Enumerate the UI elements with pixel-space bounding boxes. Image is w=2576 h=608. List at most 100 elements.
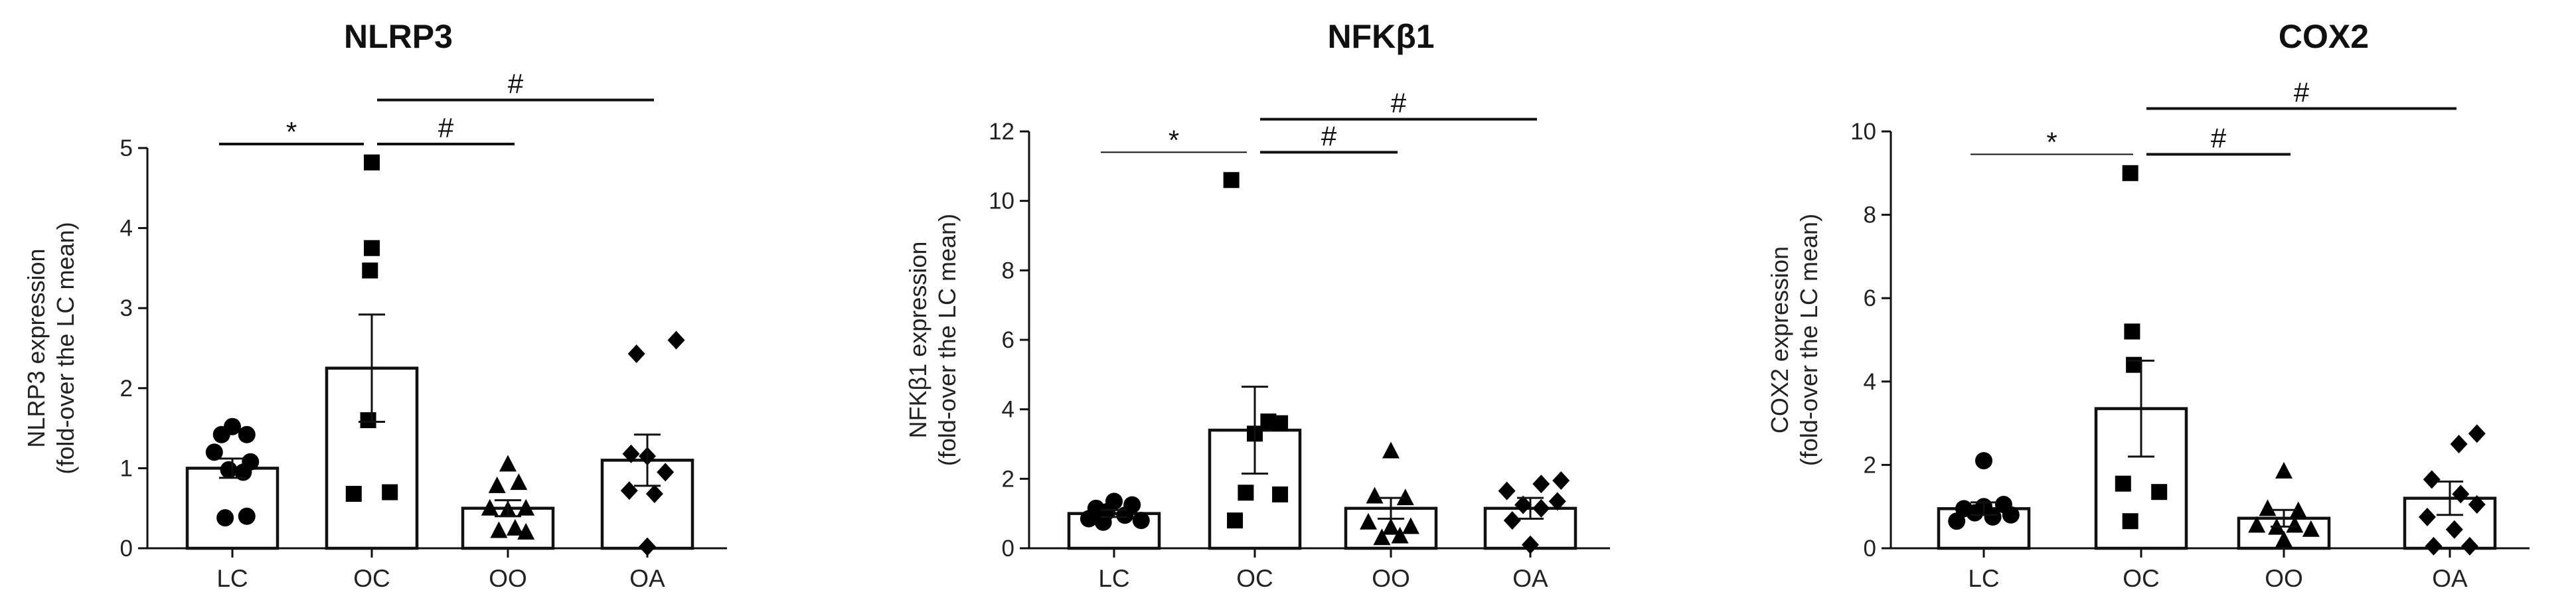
data-point-oc	[2124, 323, 2140, 340]
data-point-oa	[2425, 536, 2443, 556]
data-point-oo	[1391, 526, 1409, 544]
data-point-oc	[2122, 165, 2138, 181]
data-point-lc	[1975, 452, 1992, 470]
y-tick-label: 0	[120, 536, 133, 562]
x-tick-label: OO	[2265, 565, 2303, 592]
chart-panel-nlrp3: NLRP3 NLRP3 expression (fold-over the LC m…	[23, 18, 727, 592]
data-point-oa	[2452, 485, 2470, 504]
y-tick-label: 6	[1002, 327, 1014, 353]
bar-lc	[185, 467, 280, 550]
data-point-oa	[2419, 507, 2436, 526]
data-point-lc	[238, 507, 256, 525]
data-point-oa	[2450, 435, 2468, 453]
data-point-lc	[224, 418, 241, 435]
significance-mark: #	[2294, 76, 2310, 108]
data-point-oo	[517, 522, 535, 540]
chart-title: COX2	[2279, 18, 2369, 55]
data-point-oo	[2275, 530, 2293, 548]
data-point-oo	[510, 473, 528, 491]
y-tick-label: 3	[120, 295, 133, 321]
data-point-lc	[2002, 506, 2020, 524]
y-tick-label: 12	[989, 119, 1014, 145]
data-point-lc	[205, 443, 223, 461]
y-tick-label: 4	[1864, 369, 1876, 395]
significance-mark: #	[1391, 88, 1407, 119]
data-point-oo	[1382, 518, 1400, 535]
data-point-oc	[2151, 484, 2168, 500]
data-point-oa	[627, 344, 645, 363]
x-tick-label: OO	[1372, 565, 1410, 592]
data-point-oc	[2126, 356, 2142, 373]
significance-mark: *	[1168, 124, 1179, 155]
data-point-oc	[360, 412, 376, 429]
data-point-oa	[667, 331, 685, 350]
data-point-oa	[620, 481, 638, 500]
data-point-oa	[2445, 520, 2463, 539]
chart-panel-nfk1: NFKβ1 NFKβ1 expression (fold-over the LC m…	[904, 18, 1610, 592]
data-point-oc	[362, 262, 378, 279]
x-tick-label: LC	[216, 565, 248, 592]
data-point-oc	[2115, 475, 2131, 492]
x-tick-label: OA	[629, 565, 665, 592]
x-tick-label: LC	[1098, 565, 1129, 592]
data-point-oa	[1514, 495, 1532, 514]
significance-mark: #	[2211, 123, 2227, 154]
y-tick-label: 10	[989, 189, 1014, 214]
y-tick-label: 8	[1864, 202, 1876, 228]
y-tick-label: 1	[120, 455, 133, 481]
chart-title: NFKβ1	[1327, 18, 1434, 55]
x-tick-label: OA	[2432, 565, 2468, 592]
data-point-oo	[488, 476, 506, 493]
data-point-oa	[2468, 495, 2486, 514]
data-point-lc	[220, 461, 238, 479]
data-point-oo	[1402, 517, 1419, 534]
y-tick-label: 6	[1864, 285, 1876, 311]
y-axis-label: NLRP3 expression	[23, 248, 50, 447]
data-point-oa	[1503, 511, 1521, 530]
data-point-lc	[234, 463, 252, 481]
data-point-oa	[1532, 498, 1550, 518]
data-point-oa	[1548, 492, 1566, 511]
y-tick-label: 10	[1850, 119, 1876, 145]
y-tick-label: 8	[1002, 258, 1014, 283]
significance-mark: *	[2046, 127, 2057, 158]
chart-title: NLRP3	[344, 18, 453, 55]
data-point-oo	[1382, 441, 1400, 459]
data-point-oc	[345, 485, 362, 502]
data-point-oc	[1272, 415, 1289, 431]
data-point-lc	[238, 425, 256, 443]
data-point-oo	[517, 498, 535, 516]
data-point-oa	[1532, 475, 1550, 494]
y-tick-label: 0	[1864, 536, 1876, 562]
chart-panel-cox2: COX2 COX2 expression (fold-over the LC mea…	[1766, 18, 2530, 592]
x-tick-label: OC	[1236, 565, 1273, 592]
data-point-lc	[1984, 508, 2002, 526]
data-point-lc	[1948, 512, 1966, 530]
data-point-lc	[1080, 510, 1097, 528]
data-point-oo	[1366, 487, 1384, 504]
data-point-oa	[622, 444, 640, 463]
data-point-oa	[645, 484, 663, 503]
data-point-oa	[1552, 471, 1570, 490]
data-point-oo	[2286, 516, 2304, 533]
y-tick-label: 4	[1002, 397, 1014, 423]
data-point-oo	[2289, 501, 2307, 518]
x-tick-label: OC	[2123, 565, 2160, 592]
x-tick-label: OO	[489, 565, 527, 592]
data-point-oa	[2460, 536, 2478, 556]
data-point-oo	[506, 518, 524, 536]
x-tick-label: OA	[1512, 565, 1548, 592]
data-point-oa	[639, 537, 656, 556]
data-point-oc	[1238, 485, 1254, 501]
data-point-oo	[1373, 528, 1391, 546]
data-point-oa	[1498, 481, 1516, 500]
data-point-oo	[2248, 516, 2266, 533]
data-point-lc	[1966, 504, 1984, 522]
data-point-oa	[2468, 424, 2486, 443]
data-point-oc	[1223, 172, 1240, 189]
y-axis-label: COX2 expression	[1766, 246, 1793, 433]
y-axis-label-unit: (fold-over the LC mean)	[933, 214, 961, 466]
data-point-oa	[1522, 535, 1539, 554]
significance-mark: #	[1321, 120, 1337, 151]
data-point-oc	[1272, 486, 1289, 502]
